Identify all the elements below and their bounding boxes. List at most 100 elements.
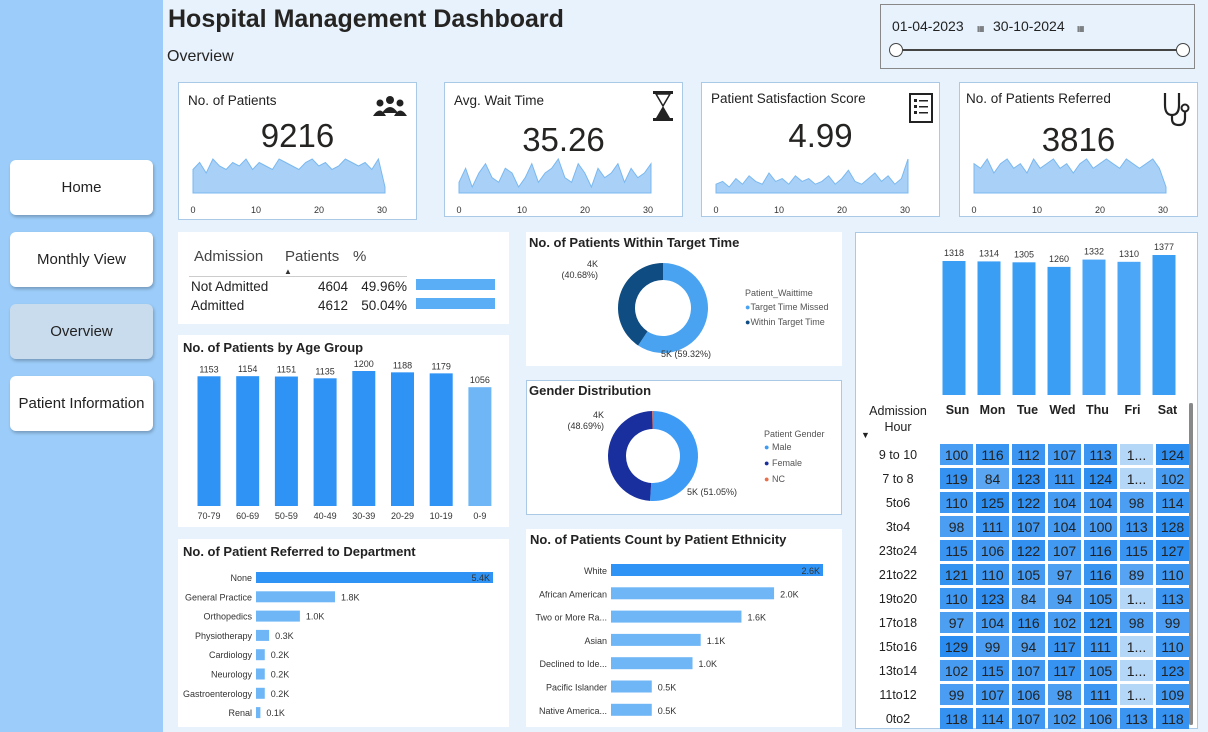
weekday-bar: [1047, 266, 1071, 395]
hbar: [256, 668, 265, 680]
heatmap-row: 9 to 10 100 116 112 107 113 1... 124: [859, 444, 1189, 465]
weekday-label: Wed: [1049, 403, 1076, 417]
data-label: 1188: [393, 360, 412, 370]
calendar-icon[interactable]: ▦: [977, 24, 985, 33]
heatmap-cell: 104: [1048, 516, 1081, 537]
heatmap-cell: 84: [976, 468, 1009, 489]
hbar: [611, 657, 693, 670]
hour-label: 23to24: [878, 543, 918, 558]
nav-patient-information-button[interactable]: Patient Information: [10, 376, 153, 431]
data-label: 1305: [1014, 249, 1034, 259]
data-label: 0.1K: [266, 708, 285, 718]
age-bar: [197, 376, 221, 506]
date-slider-start-handle[interactable]: [889, 43, 903, 57]
heatmap-cell: 119: [940, 468, 973, 489]
sort-desc-icon[interactable]: ▲: [284, 267, 292, 276]
axis-tick-label: 0: [971, 205, 976, 215]
heatmap-cell: 117: [1048, 636, 1081, 657]
hbar: [256, 572, 493, 583]
heatmap-cell: 98: [1120, 612, 1153, 633]
chart-title: No. of Patients Count by Patient Ethnici…: [530, 532, 787, 547]
data-label: 5.4K: [471, 573, 490, 583]
date-from-input[interactable]: 01-04-2023: [892, 18, 964, 34]
legend-item[interactable]: ●Target Time Missed: [745, 302, 829, 312]
heatmap-cell: 124: [1084, 468, 1117, 489]
hbar: [611, 564, 823, 576]
heatmap-cell: 113: [1084, 444, 1117, 465]
row-data-bar: [416, 279, 495, 290]
heatmap-row: 17to18 97 104 116 102 121 98 99: [859, 612, 1189, 633]
category-label: White: [584, 566, 607, 576]
heatmap-cell: 116: [1084, 564, 1117, 585]
age-bar: [352, 371, 376, 506]
heatmap-cell: 113: [1120, 516, 1153, 537]
weekday-bar-chart: 1318 1314 1305 1260 1332 1310 1377: [942, 242, 1176, 395]
legend-title: Patient Gender: [764, 429, 825, 439]
data-label: 1154: [238, 364, 257, 374]
page-subtitle: Overview: [167, 48, 234, 65]
date-slider-end-handle[interactable]: [1176, 43, 1190, 57]
heatmap-row-header[interactable]: Admission Hour: [869, 404, 927, 434]
category-label: 50-59: [275, 511, 298, 521]
data-label: (40.68%): [561, 270, 598, 280]
col-header-admission[interactable]: Admission: [194, 248, 264, 265]
category-label: Two or More Ra...: [535, 613, 607, 623]
age-group-plot: 1153 70-79 1154 60-69 1151 50-59 1135 40-49 1200…: [197, 359, 492, 521]
nav-monthly-view-button[interactable]: Monthly View: [10, 232, 153, 287]
weekday-label: Thu: [1086, 403, 1109, 417]
heatmap-cell: 97: [1048, 564, 1081, 585]
calendar-icon[interactable]: ▦: [1077, 24, 1085, 33]
axis-tick-label: 30: [377, 205, 387, 215]
heatmap-cell: 107: [1012, 516, 1045, 537]
scrollbar-thumb[interactable]: [1189, 403, 1193, 725]
data-label: 0.3K: [275, 631, 294, 641]
row-label: Admitted: [191, 298, 245, 313]
hour-label: 5to6: [885, 495, 911, 510]
row-percent: 50.04%: [361, 298, 407, 313]
heatmap-cell: 100: [1084, 516, 1117, 537]
category-label: None: [230, 573, 252, 583]
heatmap-cell: 1...: [1120, 444, 1153, 465]
axis-tick-label: 0: [713, 205, 718, 215]
donut-slice: [652, 411, 653, 430]
heatmap-cell: 118: [1156, 708, 1189, 729]
data-label: 1153: [199, 364, 218, 374]
heatmap-cell: 94: [1048, 588, 1081, 609]
nav-home-button[interactable]: Home: [10, 160, 153, 215]
legend-item[interactable]: ●Within Target Time: [745, 317, 825, 327]
main-area: Hospital Management Dashboard Overview 0…: [163, 0, 1208, 732]
date-to-input[interactable]: 30-10-2024: [993, 18, 1065, 34]
axis-tick-label: 30: [643, 205, 653, 215]
heatmap-cell: 89: [1120, 564, 1153, 585]
hbar: [611, 610, 742, 623]
date-slider-track[interactable]: [895, 49, 1183, 51]
target-time-donut: 5K (59.32%) 4K(40.68%): [561, 259, 711, 359]
heatmap-cell: 112: [1012, 444, 1045, 465]
heatmap-cell: 94: [1012, 636, 1045, 657]
department-plot: None 5.4K General Practice 1.8K Orthopedics 1…: [183, 572, 493, 719]
category-label: Native America...: [539, 706, 607, 716]
legend-item[interactable]: ● NC: [764, 474, 785, 484]
heatmap-cell: 105: [1084, 660, 1117, 681]
gender-distribution-chart: Gender Distribution 5K (51.05%) 4K (48.69%…: [526, 380, 842, 515]
nav-overview-button[interactable]: Overview: [10, 304, 153, 359]
heatmap-cell: 117: [1048, 660, 1081, 681]
hbar: [256, 610, 300, 622]
hour-label: 17to18: [878, 615, 918, 630]
heatmap-cell: 110: [940, 492, 973, 513]
donut-slice: [638, 263, 708, 353]
kpi-card-patients: No. of Patients 9216 0 10 20 30: [178, 82, 417, 220]
heatmap-cell: 105: [1012, 564, 1045, 585]
legend-item[interactable]: ● Female: [764, 458, 802, 468]
hbar: [611, 703, 652, 716]
satisfaction-sparkline: 0 10 20 30: [713, 158, 910, 215]
col-header-percent[interactable]: %: [353, 248, 367, 265]
category-label: Physiotherapy: [195, 631, 253, 641]
sort-desc-icon[interactable]: ▼: [861, 430, 870, 440]
heatmap-row: 3to4 98 111 107 104 100 113 128: [859, 516, 1189, 537]
hbar: [611, 633, 701, 646]
chart-title: No. of Patients by Age Group: [183, 340, 364, 355]
col-header-patients[interactable]: Patients: [285, 248, 340, 265]
legend-item[interactable]: ● Male: [764, 442, 792, 452]
hour-label: 19to20: [878, 591, 918, 606]
